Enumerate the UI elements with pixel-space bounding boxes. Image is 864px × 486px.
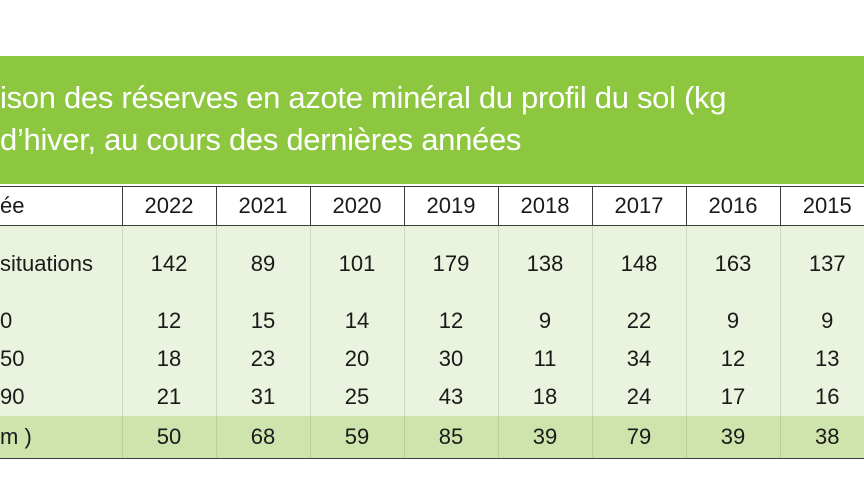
value-cell: 148: [591, 225, 686, 302]
value-cell: 138: [497, 225, 592, 302]
value-cell: 89: [215, 225, 310, 302]
total-value-cell: 38: [779, 416, 864, 459]
year-header-2021: 2021: [215, 186, 310, 226]
year-header-2017: 2017: [591, 186, 686, 226]
value-cell: 137: [779, 225, 864, 302]
year-header-2019: 2019: [403, 186, 498, 226]
year-header-2020: 2020: [309, 186, 404, 226]
value-cell: 18: [497, 378, 592, 416]
table-title-line-2: d’hiver, au cours des dernières années: [0, 122, 522, 157]
value-cell: 163: [685, 225, 780, 302]
value-cell: 34: [591, 340, 686, 378]
table-title-banner: ison des réserves en azote minéral du pr…: [0, 56, 864, 184]
value-cell: 16: [779, 378, 864, 416]
total-value-cell: 50: [121, 416, 216, 459]
value-cell: 22: [591, 302, 686, 340]
table-header-row: ée 2022 2021 2020 2019 2018 2017 2016 2015: [0, 186, 864, 226]
value-cell: 12: [403, 302, 498, 340]
value-cell: 31: [215, 378, 310, 416]
row-label-cell: 50: [0, 340, 122, 378]
table-row: 50 18 23 20 30 11 34 12 13: [0, 340, 864, 378]
value-cell: 15: [215, 302, 310, 340]
value-cell: 9: [779, 302, 864, 340]
value-cell: 23: [215, 340, 310, 378]
year-header-2022: 2022: [121, 186, 216, 226]
value-cell: 24: [591, 378, 686, 416]
value-cell: 9: [497, 302, 592, 340]
table-row: situations 142 89 101 179 138 148 163 137: [0, 225, 864, 302]
table-row: 90 21 31 25 43 18 24 17 16: [0, 378, 864, 416]
value-cell: 21: [121, 378, 216, 416]
row-label-cell: situations: [0, 225, 122, 302]
table-title-line-1: ison des réserves en azote minéral du pr…: [0, 80, 727, 115]
value-cell: 101: [309, 225, 404, 302]
value-cell: 43: [403, 378, 498, 416]
total-value-cell: 39: [497, 416, 592, 459]
table-row: 0 12 15 14 12 9 22 9 9: [0, 302, 864, 340]
header-label-cell: ée: [0, 186, 122, 226]
total-value-cell: 79: [591, 416, 686, 459]
value-cell: 11: [497, 340, 592, 378]
value-cell: 13: [779, 340, 864, 378]
nitrogen-data-table: ée 2022 2021 2020 2019 2018 2017 2016 2015 situat…: [0, 186, 864, 459]
year-header-2015: 2015: [779, 186, 864, 226]
value-cell: 12: [121, 302, 216, 340]
value-cell: 179: [403, 225, 498, 302]
total-value-cell: 68: [215, 416, 310, 459]
year-header-2016: 2016: [685, 186, 780, 226]
value-cell: 14: [309, 302, 404, 340]
value-cell: 30: [403, 340, 498, 378]
value-cell: 12: [685, 340, 780, 378]
value-cell: 17: [685, 378, 780, 416]
table-total-row: m ) 50 68 59 85 39 79 39 38: [0, 416, 864, 459]
value-cell: 9: [685, 302, 780, 340]
total-value-cell: 85: [403, 416, 498, 459]
total-label-cell: m ): [0, 416, 122, 459]
total-value-cell: 39: [685, 416, 780, 459]
row-label-cell: 0: [0, 302, 122, 340]
row-label-cell: 90: [0, 378, 122, 416]
value-cell: 25: [309, 378, 404, 416]
value-cell: 142: [121, 225, 216, 302]
year-header-2018: 2018: [497, 186, 592, 226]
value-cell: 20: [309, 340, 404, 378]
total-value-cell: 59: [309, 416, 404, 459]
value-cell: 18: [121, 340, 216, 378]
